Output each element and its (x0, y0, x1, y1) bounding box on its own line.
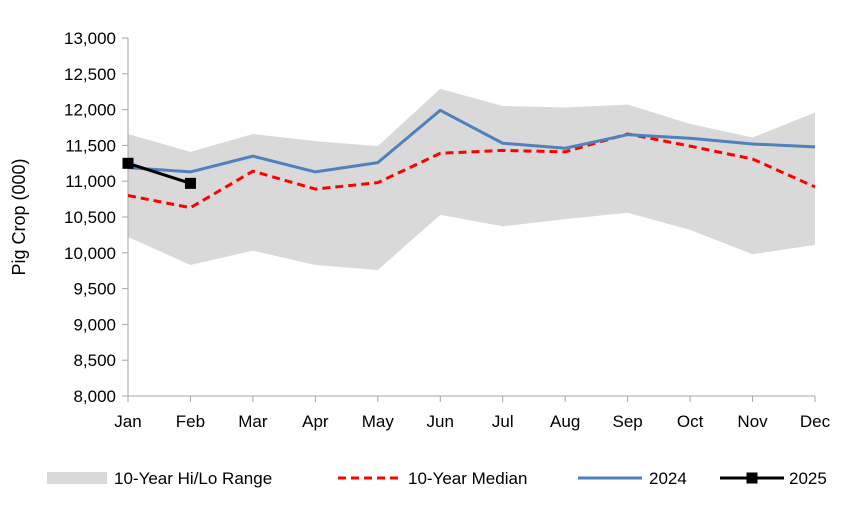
y-axis-title: Pig Crop (000) (9, 158, 29, 275)
legend-label: 10-Year Hi/Lo Range (114, 469, 272, 488)
x-tick-label: Jun (427, 412, 454, 431)
series-layer (122, 108, 816, 210)
x-tick-label: Feb (176, 412, 205, 431)
legend-label: 2025 (789, 469, 827, 488)
x-tick-label: Jul (492, 412, 514, 431)
x-ticks-layer: Jan Feb Mar Apr May Jun Jul Aug Sep Oct Nov Dec (114, 396, 831, 431)
x-tick-label: Aug (550, 412, 580, 431)
x-tick-label: May (362, 412, 395, 431)
legend-marker-2025 (746, 472, 758, 484)
series-point-2025 (122, 157, 134, 169)
x-tick-label: Sep (613, 412, 643, 431)
y-tick-label: 10,000 (64, 244, 116, 263)
range-band-layer (128, 88, 815, 270)
hi-lo-range-band (128, 88, 815, 270)
y-tick-label: 13,000 (64, 29, 116, 48)
series-line-2024 (127, 108, 816, 174)
x-tick-label: Oct (677, 412, 704, 431)
y-tick-label: 8,500 (73, 351, 116, 370)
series-point-2025 (184, 177, 196, 189)
y-tick-label: 12,500 (64, 65, 116, 84)
series-line-2025 (127, 161, 191, 185)
y-ticks-layer: 8,000 8,500 9,000 9,500 10,000 10,500 11,000 11… (64, 29, 128, 406)
legend: 10-Year Hi/Lo Range 10-Year Median 2024 202… (47, 469, 827, 488)
legend-label: 2024 (649, 469, 687, 488)
legend-label: 10-Year Median (408, 469, 527, 488)
x-tick-label: Dec (800, 412, 831, 431)
y-tick-label: 11,000 (65, 172, 116, 191)
y-tick-label: 12,000 (64, 101, 116, 120)
y-tick-label: 8,000 (73, 387, 116, 406)
x-tick-label: Jan (114, 412, 141, 431)
x-tick-label: Mar (238, 412, 268, 431)
y-tick-label: 9,500 (73, 280, 116, 299)
y-tick-label: 10,500 (64, 208, 116, 227)
x-tick-label: Apr (302, 412, 329, 431)
series-line-10-year-median (127, 132, 816, 210)
legend-swatch-hi-lo-range (47, 472, 107, 484)
y-tick-label: 9,000 (73, 315, 116, 334)
y-tick-label: 11,500 (65, 136, 116, 155)
x-tick-label: Nov (737, 412, 768, 431)
